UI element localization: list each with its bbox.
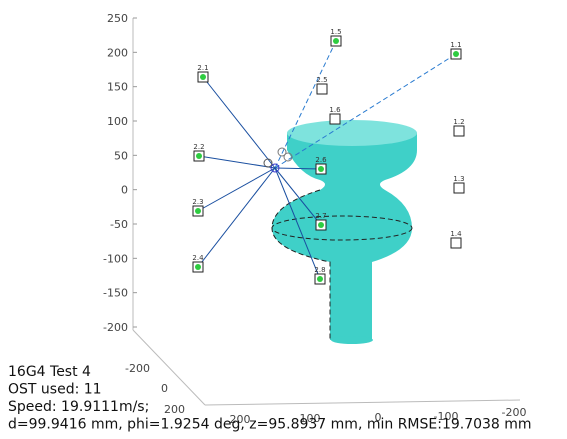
sensor	[330, 114, 340, 124]
x-axis	[205, 400, 520, 405]
sensor-label: 2.3	[192, 198, 203, 206]
sensor-label: 1.6	[329, 106, 341, 114]
info-line: d=99.9416 mm, phi=1.9254 deg, z=95.8937 …	[8, 417, 532, 433]
z-tick-label: 200	[107, 46, 128, 59]
vase-top	[287, 120, 417, 146]
sensor	[454, 183, 464, 193]
y-tick-label: 200	[164, 403, 185, 416]
link	[198, 168, 275, 211]
sensor-active	[195, 264, 201, 270]
link	[198, 168, 275, 267]
sensor-label: 2.6	[315, 156, 327, 164]
z-tick-label: -100	[103, 252, 128, 265]
sensor-active	[196, 153, 202, 159]
z-tick-label: 150	[107, 81, 128, 94]
sensor-active	[318, 222, 324, 228]
sensor-label: 1.2	[453, 118, 464, 126]
sensor-active	[318, 166, 324, 172]
y-tick-label: -200	[125, 362, 150, 375]
info-line: Speed: 19.9111m/s;	[8, 399, 149, 415]
z-tick-label: 50	[114, 149, 128, 162]
sensor-active	[333, 38, 339, 44]
z-tick-label: 0	[121, 184, 128, 197]
chart: -200-150-100-50050100150200250-200020020…	[0, 0, 567, 435]
info-line: OST used: 11	[8, 382, 102, 398]
z-tick-label: -200	[103, 321, 128, 334]
estimate	[284, 153, 292, 161]
z-tick-label: 100	[107, 115, 128, 128]
sensor-label: 1.5	[330, 28, 341, 36]
sensor-label: 2.2	[193, 143, 204, 151]
sensor-active	[195, 208, 201, 214]
sensor-active	[453, 51, 459, 57]
vase-bottom	[331, 336, 373, 344]
info-line: 16G4 Test 4	[8, 364, 91, 380]
sensor-active	[200, 74, 206, 80]
sensor-active	[317, 276, 323, 282]
z-tick-label: -50	[110, 218, 128, 231]
z-tick-label: -150	[103, 287, 128, 300]
sensor	[451, 238, 461, 248]
sensor-label: 2.8	[314, 266, 325, 274]
sensor-label: 2.1	[197, 64, 208, 72]
z-tick-label: 250	[107, 12, 128, 25]
sensor-label: 1.1	[450, 41, 461, 49]
sensor-label: 1.3	[453, 175, 464, 183]
sensor-label: 2.4	[192, 254, 204, 262]
sensor-label: 2.7	[315, 212, 326, 220]
sensor-label: 2.5	[316, 76, 327, 84]
y-tick-label: 0	[161, 382, 168, 395]
vase-object	[272, 120, 417, 344]
link	[203, 77, 275, 168]
sensor-label: 1.4	[450, 230, 462, 238]
link	[199, 156, 275, 168]
sensor	[317, 84, 327, 94]
sensor	[454, 126, 464, 136]
